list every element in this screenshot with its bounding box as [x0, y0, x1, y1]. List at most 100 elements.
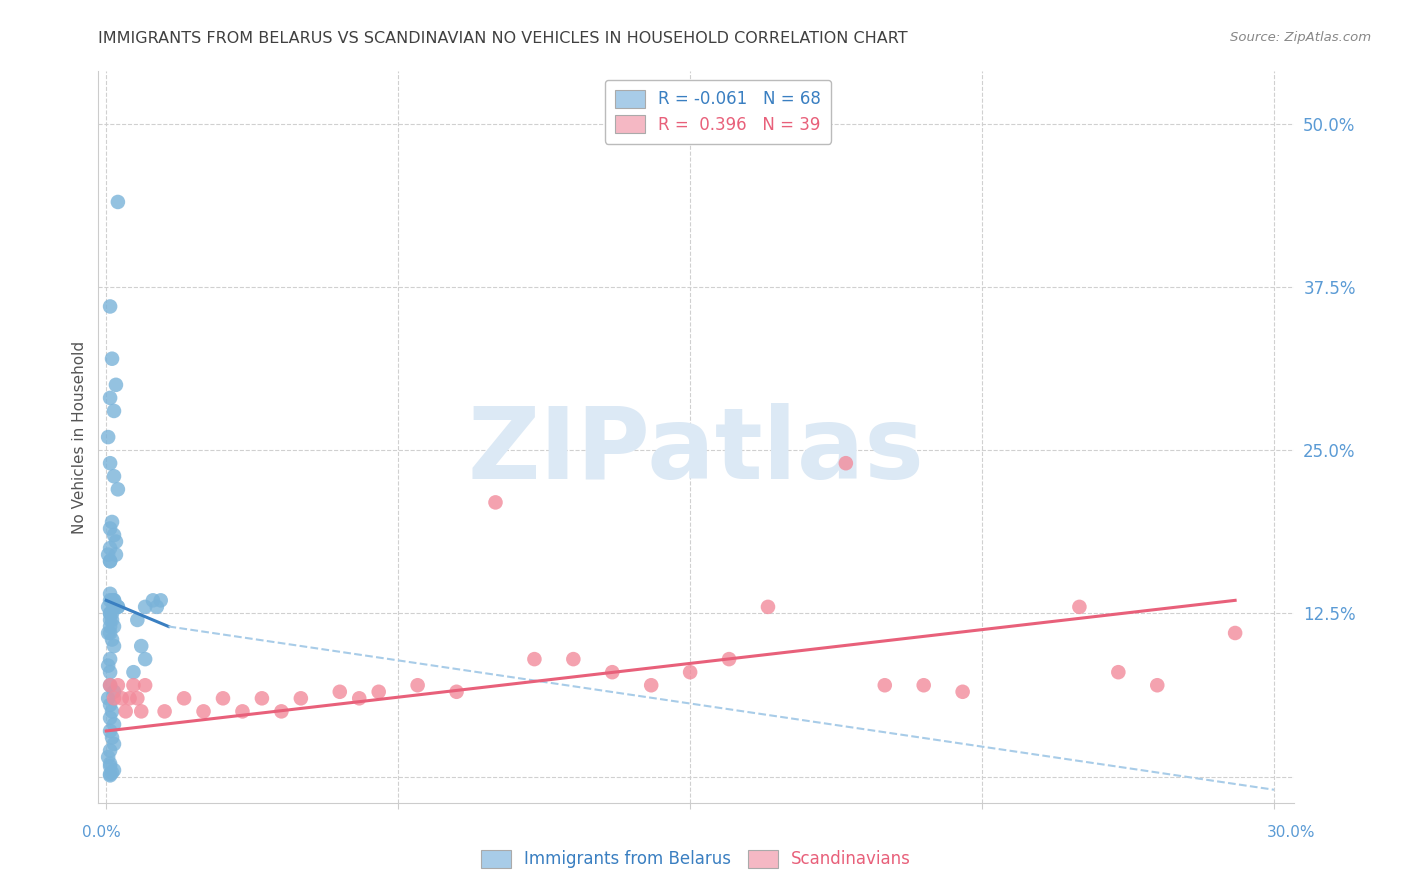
- Point: [329, 685, 352, 699]
- Point: [523, 652, 546, 666]
- Point: [1107, 665, 1129, 680]
- Point: [98, 607, 121, 621]
- Point: [446, 685, 468, 699]
- Point: [129, 639, 152, 653]
- Point: [367, 685, 389, 699]
- Text: 0.0%: 0.0%: [82, 825, 121, 839]
- Point: [98, 652, 121, 666]
- Point: [103, 619, 125, 633]
- Point: [98, 711, 121, 725]
- Point: [98, 456, 121, 470]
- Point: [756, 599, 779, 614]
- Point: [107, 678, 129, 692]
- Point: [107, 599, 129, 614]
- Point: [101, 705, 124, 719]
- Point: [103, 685, 125, 699]
- Point: [97, 658, 120, 673]
- Y-axis label: No Vehicles in Household: No Vehicles in Household: [72, 341, 87, 533]
- Point: [142, 593, 165, 607]
- Point: [98, 521, 121, 535]
- Point: [101, 607, 124, 621]
- Point: [118, 691, 141, 706]
- Point: [97, 430, 120, 444]
- Text: Source: ZipAtlas.com: Source: ZipAtlas.com: [1230, 31, 1371, 45]
- Point: [98, 698, 121, 712]
- Point: [98, 593, 121, 607]
- Point: [104, 377, 127, 392]
- Legend: Immigrants from Belarus, Scandinavians: Immigrants from Belarus, Scandinavians: [474, 843, 918, 875]
- Point: [98, 767, 121, 781]
- Point: [103, 469, 125, 483]
- Point: [103, 691, 125, 706]
- Point: [290, 691, 312, 706]
- Point: [562, 652, 585, 666]
- Point: [129, 705, 152, 719]
- Point: [98, 554, 121, 568]
- Point: [98, 619, 121, 633]
- Point: [153, 705, 176, 719]
- Point: [103, 763, 125, 777]
- Point: [107, 483, 129, 497]
- Point: [98, 626, 121, 640]
- Point: [98, 554, 121, 568]
- Point: [107, 194, 129, 209]
- Point: [134, 652, 156, 666]
- Point: [873, 678, 896, 692]
- Point: [835, 456, 858, 470]
- Point: [103, 593, 125, 607]
- Point: [173, 691, 195, 706]
- Point: [98, 587, 121, 601]
- Point: [97, 691, 120, 706]
- Point: [679, 665, 702, 680]
- Point: [97, 599, 120, 614]
- Point: [98, 768, 121, 782]
- Point: [101, 351, 124, 366]
- Point: [98, 300, 121, 314]
- Point: [98, 391, 121, 405]
- Point: [718, 652, 741, 666]
- Point: [98, 723, 121, 738]
- Point: [149, 593, 172, 607]
- Point: [98, 743, 121, 757]
- Point: [104, 548, 127, 562]
- Point: [103, 639, 125, 653]
- Text: ZIPatlas: ZIPatlas: [468, 403, 924, 500]
- Point: [111, 691, 134, 706]
- Point: [122, 678, 145, 692]
- Point: [406, 678, 429, 692]
- Point: [212, 691, 235, 706]
- Point: [912, 678, 935, 692]
- Point: [107, 599, 129, 614]
- Point: [1146, 678, 1168, 692]
- Point: [1069, 599, 1091, 614]
- Point: [349, 691, 371, 706]
- Point: [134, 678, 156, 692]
- Point: [103, 528, 125, 542]
- Point: [104, 534, 127, 549]
- Point: [98, 756, 121, 771]
- Point: [250, 691, 273, 706]
- Point: [952, 685, 974, 699]
- Point: [484, 495, 506, 509]
- Point: [103, 404, 125, 418]
- Point: [600, 665, 623, 680]
- Point: [97, 750, 120, 764]
- Point: [98, 759, 121, 773]
- Point: [101, 593, 124, 607]
- Point: [97, 626, 120, 640]
- Point: [193, 705, 215, 719]
- Point: [98, 678, 121, 692]
- Point: [98, 678, 121, 692]
- Point: [231, 705, 253, 719]
- Point: [101, 632, 124, 647]
- Point: [101, 731, 124, 745]
- Point: [270, 705, 292, 719]
- Point: [103, 737, 125, 751]
- Point: [103, 599, 125, 614]
- Text: IMMIGRANTS FROM BELARUS VS SCANDINAVIAN NO VEHICLES IN HOUSEHOLD CORRELATION CHA: IMMIGRANTS FROM BELARUS VS SCANDINAVIAN …: [98, 31, 908, 46]
- Point: [98, 665, 121, 680]
- Point: [98, 541, 121, 555]
- Point: [122, 665, 145, 680]
- Point: [103, 717, 125, 731]
- Point: [103, 593, 125, 607]
